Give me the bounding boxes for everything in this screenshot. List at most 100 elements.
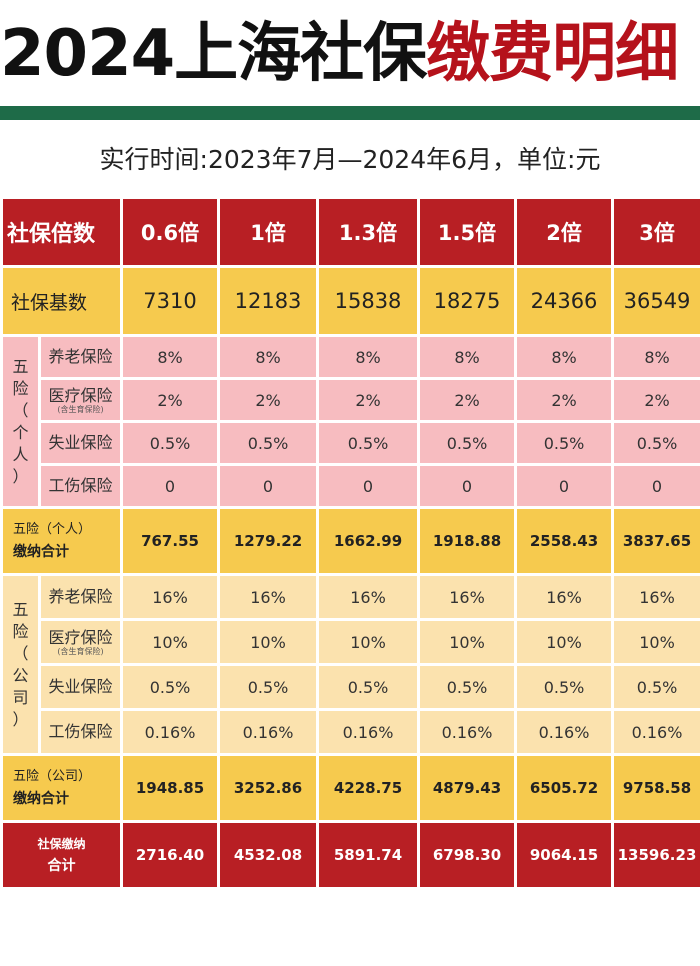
sum-value-cell: 2716.40 (120, 820, 221, 890)
rate-cell: 10% (417, 618, 518, 666)
sum-value-cell: 1948.85 (120, 753, 221, 823)
sum-label-line2: 缴纳合计 (13, 543, 69, 560)
social-insurance-table: 社保倍数 0.6倍 1倍 1.3倍 1.5倍 2倍 3倍 社保基数 7310 12183 15838… (0, 196, 700, 890)
rate-cell: 0.5% (217, 663, 320, 711)
multiplier-cell: 0.6倍 (120, 196, 221, 268)
total-row-label: 社保缴纳 合计 (0, 820, 124, 890)
rate-cell: 0.5% (417, 663, 518, 711)
company-sum-row-label: 五险（公司） 缴纳合计 (0, 753, 124, 823)
multiplier-cell: 1.5倍 (417, 196, 518, 268)
rate-cell: 0.16% (217, 708, 320, 756)
page-title: 2024上海社保缴费明细 (0, 4, 700, 104)
personal-group-label: 五险（个人） (0, 334, 41, 509)
rate-cell: 2% (611, 377, 700, 423)
sum-label-line1: 五险（个人） (13, 521, 92, 537)
insurance-name: 养老保险 (48, 347, 113, 366)
insurance-name: 医疗保险 (48, 385, 113, 405)
rate-cell: 2% (417, 377, 518, 423)
sum-value-cell: 5891.74 (316, 820, 421, 890)
base-value-cell: 36549 (611, 265, 700, 337)
multiplier-cell: 3倍 (611, 196, 700, 268)
base-row: 社保基数 7310 12183 15838 18275 24366 36549 (0, 265, 700, 337)
insurance-label: 医疗保险 (含生育保险) (37, 618, 124, 666)
table-row: 工伤保险 0.16% 0.16% 0.16% 0.16% 0.16% 0.16% (2, 708, 700, 756)
sum-value-cell: 9064.15 (514, 820, 615, 890)
multiplier-cell: 1.3倍 (316, 196, 421, 268)
rate-cell: 0.5% (120, 663, 221, 711)
rate-cell: 0.16% (120, 708, 221, 756)
rate-cell: 0.16% (611, 708, 700, 756)
insurance-note: (含生育保险) (57, 404, 104, 414)
rate-cell: 8% (514, 334, 615, 380)
rate-cell: 0 (217, 463, 320, 509)
rate-cell: 0.5% (611, 663, 700, 711)
insurance-name: 医疗保险 (48, 627, 113, 647)
sum-value-cell: 3252.86 (217, 753, 320, 823)
insurance-label: 养老保险 (37, 334, 124, 380)
rate-cell: 10% (120, 618, 221, 666)
rate-cell: 2% (514, 377, 615, 423)
sum-value-cell: 1279.22 (217, 506, 320, 576)
insurance-name: 养老保险 (48, 587, 113, 606)
sum-value-cell: 13596.23 (611, 820, 700, 890)
sum-value-cell: 767.55 (120, 506, 221, 576)
title-red: 缴费明细 (426, 17, 679, 91)
insurance-name: 失业保险 (48, 433, 113, 452)
personal-sum-row-label: 五险（个人） 缴纳合计 (0, 506, 124, 576)
rate-cell: 0.5% (611, 420, 700, 466)
base-value-cell: 15838 (316, 265, 421, 337)
table-row: 工伤保险 0 0 0 0 0 0 (2, 463, 700, 509)
base-label: 社保基数 (0, 265, 124, 337)
rate-cell: 8% (417, 334, 518, 380)
rate-cell: 0 (120, 463, 221, 509)
table-row: 医疗保险 (含生育保险) 2% 2% 2% 2% 2% 2% (2, 377, 700, 423)
sum-label-line1: 五险（公司） (13, 768, 92, 784)
multiplier-cell: 1倍 (217, 196, 320, 268)
rate-cell: 0.5% (514, 663, 615, 711)
rate-cell: 0.16% (417, 708, 518, 756)
base-value-cell: 18275 (417, 265, 518, 337)
subtitle: 实行时间:2023年7月—2024年6月，单位:元 (99, 145, 601, 174)
insurance-label: 失业保险 (37, 420, 124, 466)
rate-cell: 0 (316, 463, 421, 509)
table-row: 失业保险 0.5% 0.5% 0.5% 0.5% 0.5% 0.5% (2, 663, 700, 711)
rate-cell: 8% (217, 334, 320, 380)
sum-label-line2: 合计 (47, 858, 76, 874)
rate-cell: 16% (611, 573, 700, 621)
rate-cell: 10% (217, 618, 320, 666)
insurance-name: 失业保险 (48, 677, 113, 696)
multiplier-cell: 2倍 (514, 196, 615, 268)
rate-cell: 2% (217, 377, 320, 423)
insurance-name: 工伤保险 (48, 722, 113, 741)
sum-value-cell: 4879.43 (417, 753, 518, 823)
rate-cell: 2% (316, 377, 421, 423)
rate-cell: 0.5% (217, 420, 320, 466)
rate-cell: 0.5% (316, 420, 421, 466)
sum-value-cell: 4532.08 (217, 820, 320, 890)
insurance-name: 工伤保险 (48, 476, 113, 495)
table-row: 医疗保险 (含生育保险) 10% 10% 10% 10% 10% 10% (2, 618, 700, 666)
rate-cell: 16% (417, 573, 518, 621)
insurance-label: 失业保险 (37, 663, 124, 711)
table-row: 失业保险 0.5% 0.5% 0.5% 0.5% 0.5% 0.5% (2, 420, 700, 466)
sum-label-line1: 社保缴纳 (37, 837, 86, 851)
rate-cell: 2% (120, 377, 221, 423)
insurance-note: (含生育保险) (57, 646, 104, 656)
rate-cell: 16% (120, 573, 221, 621)
rate-cell: 0 (417, 463, 518, 509)
rate-cell: 10% (316, 618, 421, 666)
sum-value-cell: 1918.88 (417, 506, 518, 576)
rate-cell: 0.5% (120, 420, 221, 466)
base-value-cell: 24366 (514, 265, 615, 337)
table-row: 五险（个人）养老保险 8% 8% 8% 8% 8% 8% (0, 334, 700, 509)
base-value-cell: 12183 (217, 265, 320, 337)
sum-value-cell: 6505.72 (514, 753, 615, 823)
rate-cell: 8% (120, 334, 221, 380)
total-row: 社保缴纳 合计 2716.40 4532.08 5891.74 6798.30 9064.1… (0, 820, 700, 890)
rate-cell: 8% (611, 334, 700, 380)
rate-cell: 10% (514, 618, 615, 666)
header-row: 社保倍数 0.6倍 1倍 1.3倍 1.5倍 2倍 3倍 (0, 196, 700, 268)
rate-cell: 8% (316, 334, 421, 380)
sum-value-cell: 9758.58 (611, 753, 700, 823)
insurance-label: 养老保险 (37, 573, 124, 621)
